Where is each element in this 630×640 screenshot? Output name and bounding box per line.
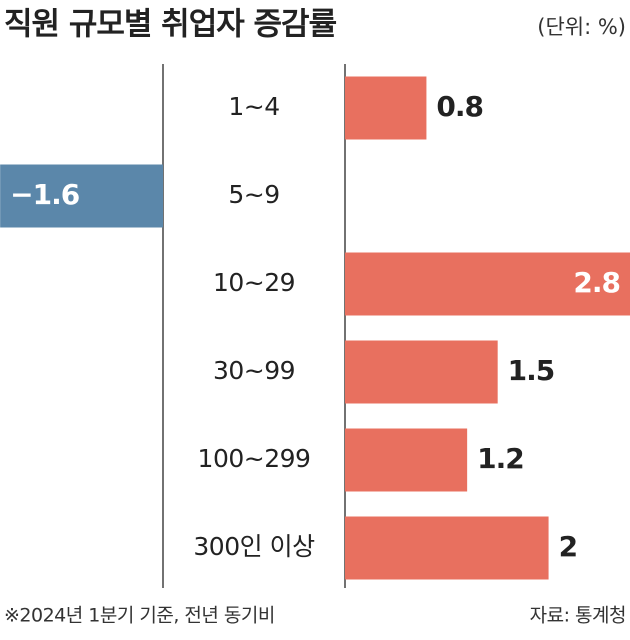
category-label: 1~4 <box>228 92 279 121</box>
value-label: 2 <box>559 530 577 563</box>
value-label: 2.8 <box>573 266 620 299</box>
category-label: 5~9 <box>228 180 279 209</box>
value-label: 1.2 <box>477 442 524 475</box>
bar <box>345 252 630 316</box>
value-label: 0.8 <box>436 90 483 123</box>
bar <box>0 164 164 228</box>
value-label: −1.6 <box>10 178 79 211</box>
source: 자료: 통계청 <box>530 605 626 627</box>
bar <box>345 340 498 404</box>
chart-title: 직원 규모별 취업자 증감률 <box>4 7 337 43</box>
category-label: 30~99 <box>213 356 295 385</box>
category-label: 300인 이상 <box>193 532 315 561</box>
bar <box>345 428 468 492</box>
bar <box>345 76 427 140</box>
unit-note: (단위: %) <box>537 15 626 39</box>
bar <box>345 516 549 580</box>
footnote: ※2024년 1분기 기준, 전년 동기비 <box>4 605 275 627</box>
value-label: 1.5 <box>508 354 555 387</box>
category-label: 100~299 <box>198 444 311 473</box>
category-label: 10~29 <box>213 268 295 297</box>
